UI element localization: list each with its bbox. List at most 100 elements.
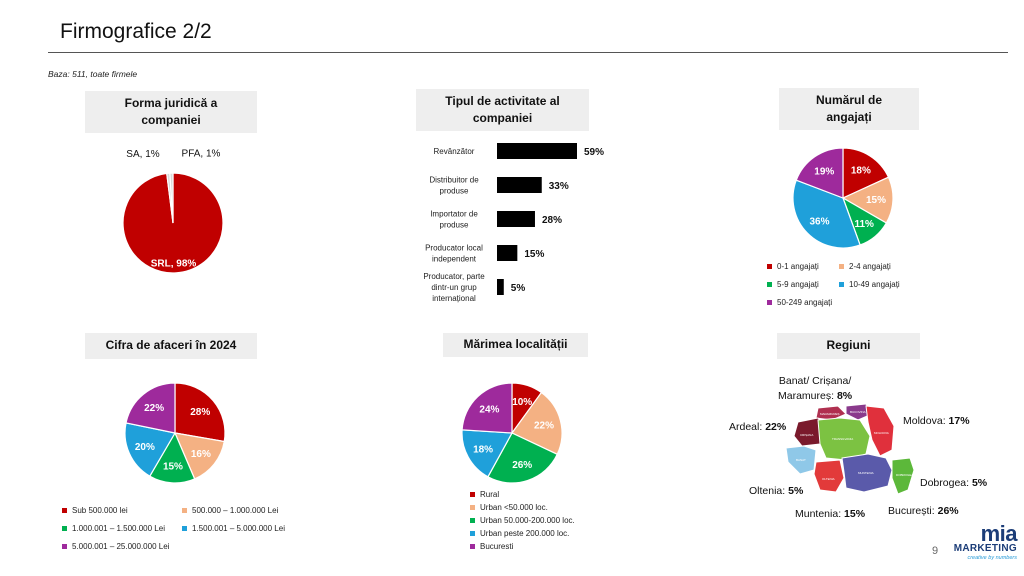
marimea-label-3: 18% <box>473 444 493 455</box>
legend-numarul: 0-1 angajați 2-4 angajați 5-9 angajați 10-4… <box>767 262 917 312</box>
numarul-legend-label: 50-249 angajați <box>777 298 833 307</box>
map-label-dobrogea: DOBROGEA <box>896 473 913 477</box>
numarul-legend-label: 0-1 angajați <box>777 262 819 271</box>
region-label-dobrogea: Dobrogea: 5% <box>920 477 988 489</box>
numarul-slice-1 <box>841 176 894 224</box>
map-region-moldova <box>865 405 895 457</box>
cifra-legend-label: Sub 500.000 lei <box>72 506 128 515</box>
cifra-legend-label: 1.000.001 – 1.500.000 Lei <box>72 524 165 533</box>
marimea-legend-item: Urban <50.000 loc. <box>470 503 548 512</box>
numarul-legend-label: 10-49 angajați <box>849 280 900 289</box>
cifra-legend-swatch <box>62 508 67 513</box>
base-note: Baza: 511, toate firmele <box>48 69 138 79</box>
cifra-legend-item: 500.000 – 1.000.000 Lei <box>182 506 278 515</box>
header-numarul: Numărul de angajați <box>779 88 919 130</box>
marimea-legend-item: Urban 50.000-200.000 loc. <box>470 516 575 525</box>
tipul-category-1-1: produse <box>440 187 469 196</box>
marimea-legend-item: Rural <box>470 490 499 499</box>
marimea-slice-3 <box>461 429 513 478</box>
cifra-legend-item: 5.000.001 – 25.000.000 Lei <box>62 542 169 551</box>
tipul-category-2-1: produse <box>440 221 469 230</box>
numarul-legend-swatch <box>767 264 772 269</box>
logo-brand: mia <box>980 521 1018 546</box>
marimea-legend-swatch <box>470 505 475 510</box>
chart-cifra-afaceri: 28% 16% 15% 20% 22% <box>124 382 226 484</box>
numarul-legend-item: 2-4 angajați <box>839 262 891 271</box>
cifra-label-0: 28% <box>190 407 210 418</box>
numarul-label-3: 36% <box>809 217 829 228</box>
cifra-legend-label: 5.000.001 – 25.000.000 Lei <box>72 542 170 551</box>
cifra-legend-label: 500.000 – 1.000.000 Lei <box>192 506 279 515</box>
cifra-legend-label: 1.500.001 – 5.000.000 Lei <box>192 524 285 533</box>
tipul-bar-2 <box>497 211 535 227</box>
marimea-legend-item: Urban peste 200.000 loc. <box>470 529 569 538</box>
page-number: 9 <box>932 545 939 557</box>
tipul-category-4-0: Producator, parte <box>423 272 485 281</box>
numarul-label-1: 15% <box>866 195 886 206</box>
tipul-category-4-1: dintr-un grup <box>431 283 477 292</box>
tipul-bar-0 <box>497 143 577 159</box>
marimea-legend-label: Urban 50.000-200.000 loc. <box>480 516 575 525</box>
tipul-value-3: 15% <box>524 249 544 260</box>
map-region-banat <box>785 445 817 475</box>
region-label-oltenia: Oltenia: 5% <box>749 485 804 497</box>
cifra-label-1: 16% <box>191 449 211 460</box>
cifra-legend-item: Sub 500.000 lei <box>62 506 128 515</box>
cifra-legend-item: 1.000.001 – 1.500.000 Lei <box>62 524 165 533</box>
cifra-label-2: 15% <box>163 461 183 472</box>
marimea-slice-4 <box>461 382 513 434</box>
logo-sub: MARKETING <box>953 543 1017 554</box>
marimea-label-4: 24% <box>479 404 499 415</box>
tipul-value-4: 5% <box>511 283 526 294</box>
header-regiuni: Regiuni <box>777 333 920 359</box>
map-label-muntenia: MUNTENIA <box>858 471 874 475</box>
forma-label-0: SRL, 98% <box>151 258 197 269</box>
numarul-label-2: 11% <box>854 219 874 230</box>
map-label-moldova: MOLDOVA <box>874 431 889 435</box>
numarul-legend-swatch <box>839 264 844 269</box>
chart-marimea-localitatii: 10% 22% 26% 18% 24% <box>461 382 563 484</box>
tipul-category-2-0: Importator de <box>430 210 478 219</box>
header-marimea: Mărimea localității <box>443 333 588 357</box>
marimea-legend-swatch <box>470 531 475 536</box>
tipul-category-4-2: internațional <box>432 294 476 303</box>
marimea-legend-swatch <box>470 544 475 549</box>
marimea-legend-label: Bucuresti <box>480 542 514 551</box>
numarul-label-4: 19% <box>814 166 834 177</box>
marimea-legend-label: Urban peste 200.000 loc. <box>480 529 570 538</box>
forma-label-1: SA, 1% <box>126 149 159 160</box>
marimea-label-1: 22% <box>534 420 554 431</box>
tipul-bar-4 <box>497 279 504 295</box>
chart-tipul-activitate: 59% Revânzător 33% Distribuitor de produse 28… <box>423 143 604 303</box>
numarul-legend-swatch <box>839 282 844 287</box>
cifra-legend-swatch <box>62 544 67 549</box>
marimea-legend-label: Urban <50.000 loc. <box>480 503 548 512</box>
numarul-legend-item: 10-49 angajați <box>839 280 900 289</box>
tipul-value-1: 33% <box>549 181 569 192</box>
numarul-label-0: 18% <box>851 166 871 177</box>
numarul-legend-label: 5-9 angajați <box>777 280 819 289</box>
map-region-oltenia <box>813 459 845 493</box>
page-title: Firmografice 2/2 <box>60 20 212 43</box>
marimea-legend-swatch <box>470 518 475 523</box>
tipul-value-0: 59% <box>584 147 604 158</box>
map-region-bucovina <box>845 403 873 421</box>
map-region-muntenia <box>841 453 893 493</box>
logo-tagline: creative by numbers <box>967 555 1017 561</box>
map-label-crisana: CRIȘANA <box>800 433 813 437</box>
numarul-legend-swatch <box>767 300 772 305</box>
region-label-muntenia: Muntenia: 15% <box>795 508 866 520</box>
numarul-legend-item: 5-9 angajați <box>767 280 819 289</box>
region-label-bucuresti: București: 26% <box>888 505 959 517</box>
tipul-category-3-0: Producator local <box>425 244 483 253</box>
tipul-category-3-1: independent <box>432 255 477 264</box>
tipul-value-2: 28% <box>542 215 562 226</box>
tipul-bar-1 <box>497 177 542 193</box>
map-region-maramures <box>815 405 847 421</box>
region-label-banat: Banat/ Crișana/ Maramureș: 8% <box>778 375 853 402</box>
map-label-banat: BANAT <box>796 458 806 462</box>
numarul-slice-4 <box>795 147 844 199</box>
cifra-slice-3 <box>124 422 176 477</box>
marimea-legend-item: Bucuresti <box>470 542 513 551</box>
numarul-legend-swatch <box>767 282 772 287</box>
